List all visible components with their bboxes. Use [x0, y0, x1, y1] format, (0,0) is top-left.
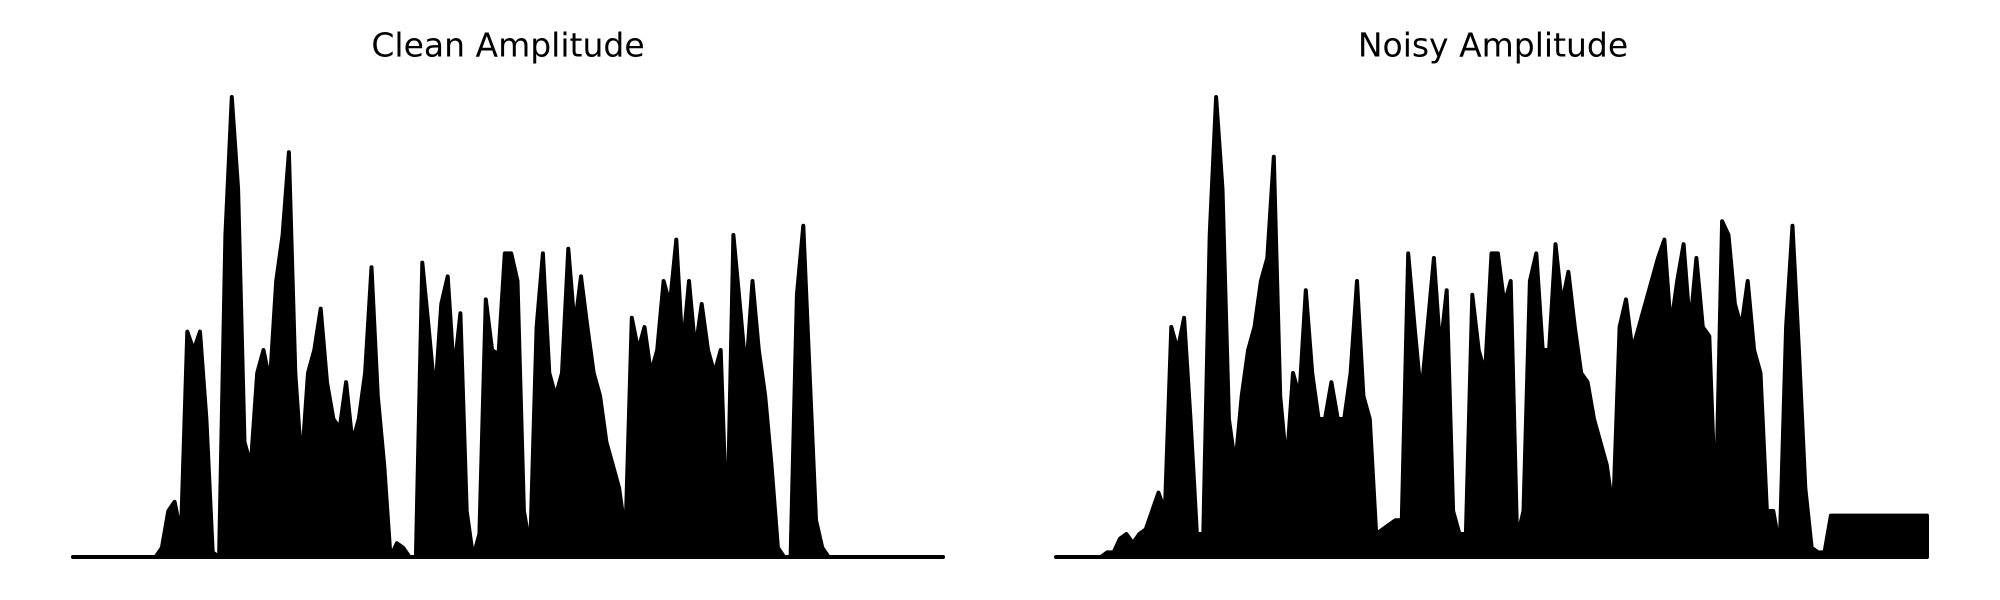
chart-title: Clean Amplitude	[371, 26, 644, 65]
amplitude-area	[1054, 95, 1929, 559]
amplitude-area	[71, 95, 945, 559]
chart-title: Noisy Amplitude	[1358, 26, 1628, 65]
